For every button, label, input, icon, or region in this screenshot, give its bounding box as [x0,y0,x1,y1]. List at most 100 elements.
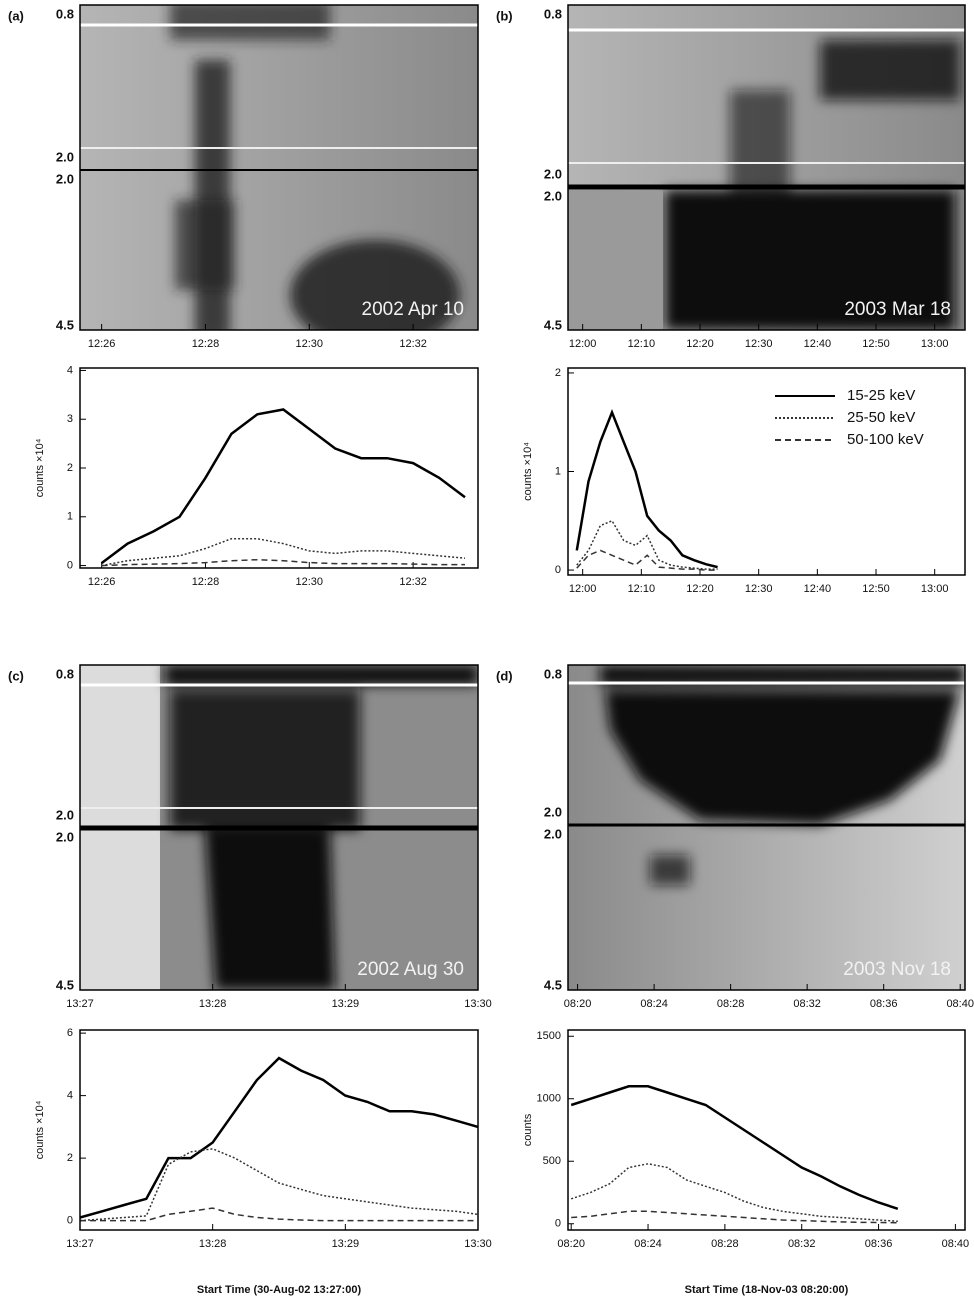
y-tick-label: 2 [67,462,73,474]
series-line [79,1056,479,1219]
plot-frame [567,1029,966,1231]
y-tick-label: 0 [67,1215,73,1227]
x-tick-label: 12:28 [192,338,220,350]
y-tick-label: 1000 [537,1093,561,1105]
y-axis-label: counts ×10⁴ [34,1100,46,1159]
y-tick-label: 1500 [537,1030,561,1042]
y-axis-label: counts ×10⁴ [522,442,534,501]
y-label: 2.0 [56,149,74,164]
series-line [576,519,718,570]
y-tick-label: 6 [67,1027,73,1039]
spectrogram-image [80,665,478,990]
date-label: 2003 Nov 18 [843,959,951,980]
x-tick-label: 13:29 [332,998,360,1010]
series-line [576,549,718,571]
legend-label: 50-100 keV [847,431,924,448]
spectrogram-image [568,5,965,330]
y-tick-label: 1 [555,465,561,477]
y-tick-label: 4 [67,1090,73,1102]
plot-frame [79,4,479,331]
x-tick-label: 12:50 [862,338,890,350]
x-tick-label: 13:30 [464,998,492,1010]
x-tick-label: 12:30 [296,576,324,588]
y-tick-label: 1 [67,511,73,523]
x-tick-label: 08:36 [870,998,898,1010]
date-label: 2002 Aug 30 [357,959,464,980]
y-tick-label: 0 [555,564,561,576]
y-label: 0.8 [544,666,562,681]
series-line [570,1085,899,1210]
legend-label: 25-50 keV [847,409,915,426]
panel-label: (d) [496,668,513,683]
plot-frame [567,4,966,331]
y-tick-label: 3 [67,413,73,425]
y-label: 2.0 [56,807,74,822]
series-line [101,537,466,567]
y-tick-label: 0 [67,559,73,571]
x-tick-label: 12:30 [745,338,773,350]
x-tick-label: 12:40 [804,338,832,350]
series-line [571,1210,898,1224]
x-tick-label: 12:26 [88,338,116,350]
y-label: 2.0 [544,166,562,181]
plot-frame [567,367,966,576]
x-tick-label: 12:28 [192,576,220,588]
legend-label: 15-25 keV [847,387,915,404]
y-label: 2.0 [544,188,562,203]
x-tick-label: 13:28 [199,1238,227,1250]
y-tick-label: 500 [543,1155,561,1167]
x-tick-label: 08:24 [634,1238,662,1250]
plot-frame [79,664,479,991]
x-tick-label: 13:27 [66,1238,94,1250]
x-tick-label: 08:32 [788,1238,816,1250]
panel-label: (c) [8,668,24,683]
x-tick-label: 08:32 [793,998,821,1010]
x-tick-label: 12:26 [88,576,116,588]
date-label: 2002 Apr 10 [362,299,464,320]
x-tick-label: 12:50 [862,583,890,595]
x-tick-label: 12:10 [628,338,656,350]
x-tick-label: 12:00 [569,583,597,595]
x-tick-label: 12:00 [569,338,597,350]
x-tick-label: 12:32 [399,576,427,588]
x-tick-label: 13:00 [921,583,949,595]
y-tick-label: 4 [67,364,73,376]
x-tick-label: 12:30 [745,583,773,595]
x-tick-label: 13:28 [199,998,227,1010]
x-tick-label: 13:30 [464,1238,492,1250]
plot-frame [79,1029,479,1231]
x-tick-label: 08:24 [640,998,668,1010]
y-axis-label: counts [522,1113,534,1146]
x-tick-label: 12:20 [686,583,714,595]
y-axis-label: counts ×10⁴ [34,438,46,497]
y-label: 4.5 [56,977,74,992]
x-tick-label: 12:10 [628,583,656,595]
y-label: 2.0 [544,804,562,819]
x-tick-label: 08:20 [557,1238,585,1250]
y-label: 0.8 [56,666,74,681]
series-line [80,1207,478,1222]
series-line [100,408,466,565]
x-tick-label: 08:28 [711,1238,739,1250]
y-label: 4.5 [56,317,74,332]
x-tick-label: 08:40 [942,1238,970,1250]
series-line [575,409,718,569]
spectrogram-image [80,5,478,330]
x-tick-label: 12:20 [686,338,714,350]
series-line [101,558,465,567]
y-label: 2.0 [56,171,74,186]
y-tick-label: 2 [67,1152,73,1164]
series-line [79,1148,479,1222]
x-tick-label: 12:30 [296,338,324,350]
x-tick-label: 08:20 [564,998,592,1010]
series-line [570,1163,898,1223]
x-tick-label: 12:40 [804,583,832,595]
x-tick-label: 08:36 [865,1238,893,1250]
x-tick-label: 13:27 [66,998,94,1010]
x-tick-label: 08:40 [946,998,974,1010]
date-label: 2003 Mar 18 [844,299,951,320]
spectrogram-image [568,665,965,990]
x-tick-label: 08:28 [717,998,745,1010]
y-label: 2.0 [544,826,562,841]
